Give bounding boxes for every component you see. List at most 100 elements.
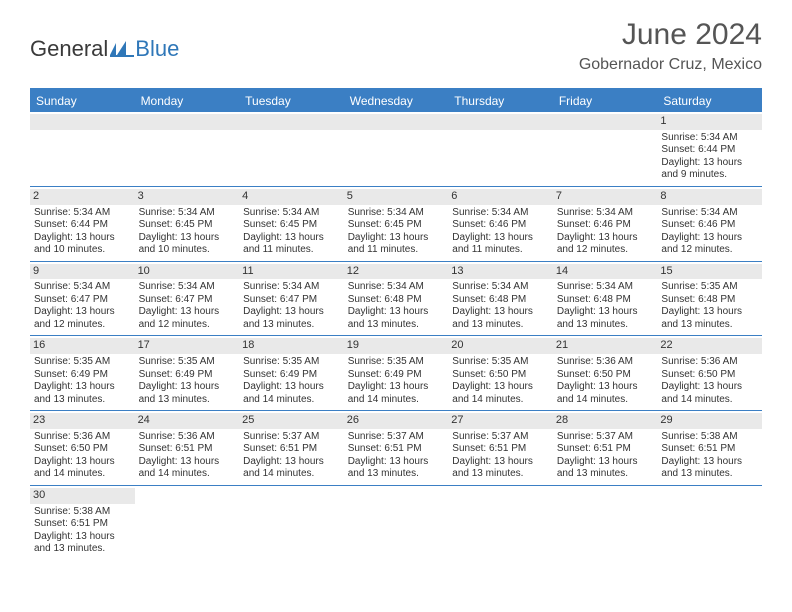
day-cell: 13Sunrise: 5:34 AMSunset: 6:48 PMDayligh… [448, 262, 553, 337]
daylight-line: and 13 minutes. [348, 468, 445, 481]
day-cell: 27Sunrise: 5:37 AMSunset: 6:51 PMDayligh… [448, 411, 553, 486]
daylight-line: and 13 minutes. [557, 319, 654, 332]
day-cell: 12Sunrise: 5:34 AMSunset: 6:48 PMDayligh… [344, 262, 449, 337]
day-number: 13 [448, 264, 553, 280]
day-cell: 1Sunrise: 5:34 AMSunset: 6:44 PMDaylight… [657, 112, 762, 187]
daylight-line: and 11 minutes. [348, 244, 445, 257]
day-cell: 4Sunrise: 5:34 AMSunset: 6:45 PMDaylight… [239, 187, 344, 262]
day-number: 20 [448, 338, 553, 354]
sunset-line: Sunset: 6:50 PM [661, 369, 758, 382]
sunrise-line: Sunrise: 5:35 AM [34, 356, 131, 369]
day-cell [135, 112, 240, 187]
day-number: 4 [239, 189, 344, 205]
daylight-line: Daylight: 13 hours [661, 381, 758, 394]
day-cell: 14Sunrise: 5:34 AMSunset: 6:48 PMDayligh… [553, 262, 658, 337]
sunrise-line: Sunrise: 5:34 AM [452, 281, 549, 294]
day-cell: 5Sunrise: 5:34 AMSunset: 6:45 PMDaylight… [344, 187, 449, 262]
day-header: Wednesday [344, 90, 449, 112]
sunset-line: Sunset: 6:51 PM [661, 443, 758, 456]
sunrise-line: Sunrise: 5:35 AM [348, 356, 445, 369]
weeks-container: 1Sunrise: 5:34 AMSunset: 6:44 PMDaylight… [30, 112, 762, 560]
sunset-line: Sunset: 6:51 PM [139, 443, 236, 456]
day-cell: 18Sunrise: 5:35 AMSunset: 6:49 PMDayligh… [239, 336, 344, 411]
day-header: Tuesday [239, 90, 344, 112]
sunset-line: Sunset: 6:47 PM [243, 294, 340, 307]
sunset-line: Sunset: 6:46 PM [452, 219, 549, 232]
day-number: 19 [344, 338, 449, 354]
sunset-line: Sunset: 6:51 PM [452, 443, 549, 456]
sunrise-line: Sunrise: 5:35 AM [452, 356, 549, 369]
day-cell [30, 112, 135, 187]
daylight-line: Daylight: 13 hours [348, 232, 445, 245]
sunrise-line: Sunrise: 5:34 AM [34, 207, 131, 220]
sunrise-line: Sunrise: 5:37 AM [452, 431, 549, 444]
sunrise-line: Sunrise: 5:34 AM [139, 207, 236, 220]
sunrise-line: Sunrise: 5:36 AM [34, 431, 131, 444]
sunrise-line: Sunrise: 5:34 AM [348, 207, 445, 220]
day-cell [553, 112, 658, 187]
day-cell: 29Sunrise: 5:38 AMSunset: 6:51 PMDayligh… [657, 411, 762, 486]
day-number: 9 [30, 264, 135, 280]
day-number: 10 [135, 264, 240, 280]
day-cell: 21Sunrise: 5:36 AMSunset: 6:50 PMDayligh… [553, 336, 658, 411]
sunset-line: Sunset: 6:50 PM [557, 369, 654, 382]
week-row: 23Sunrise: 5:36 AMSunset: 6:50 PMDayligh… [30, 411, 762, 486]
daylight-line: and 12 minutes. [139, 319, 236, 332]
day-cell: 7Sunrise: 5:34 AMSunset: 6:46 PMDaylight… [553, 187, 658, 262]
day-number: 22 [657, 338, 762, 354]
daylight-line: and 14 minutes. [34, 468, 131, 481]
day-header: Friday [553, 90, 658, 112]
day-header: Thursday [448, 90, 553, 112]
sunset-line: Sunset: 6:47 PM [139, 294, 236, 307]
daylight-line: and 10 minutes. [139, 244, 236, 257]
sunrise-line: Sunrise: 5:34 AM [34, 281, 131, 294]
daylight-line: and 12 minutes. [557, 244, 654, 257]
day-number: 24 [135, 413, 240, 429]
sunrise-line: Sunrise: 5:35 AM [243, 356, 340, 369]
day-cell: 17Sunrise: 5:35 AMSunset: 6:49 PMDayligh… [135, 336, 240, 411]
daylight-line: Daylight: 13 hours [34, 232, 131, 245]
daynum-bar-empty [239, 114, 344, 130]
day-cell: 2Sunrise: 5:34 AMSunset: 6:44 PMDaylight… [30, 187, 135, 262]
day-number: 3 [135, 189, 240, 205]
day-header: Sunday [30, 90, 135, 112]
month-title: June 2024 [579, 18, 762, 52]
day-number: 11 [239, 264, 344, 280]
sunrise-line: Sunrise: 5:37 AM [243, 431, 340, 444]
sunset-line: Sunset: 6:51 PM [34, 518, 131, 531]
day-number: 1 [657, 114, 762, 130]
day-cell: 3Sunrise: 5:34 AMSunset: 6:45 PMDaylight… [135, 187, 240, 262]
sunset-line: Sunset: 6:47 PM [34, 294, 131, 307]
logo-text-2: Blue [135, 36, 179, 62]
sunrise-line: Sunrise: 5:34 AM [661, 207, 758, 220]
day-number: 21 [553, 338, 658, 354]
day-cell: 26Sunrise: 5:37 AMSunset: 6:51 PMDayligh… [344, 411, 449, 486]
day-number: 18 [239, 338, 344, 354]
day-cell [239, 112, 344, 187]
day-number: 27 [448, 413, 553, 429]
daynum-bar-empty [344, 114, 449, 130]
daylight-line: and 13 minutes. [661, 319, 758, 332]
sunset-line: Sunset: 6:45 PM [348, 219, 445, 232]
logo: General Blue [30, 36, 179, 62]
daylight-line: Daylight: 13 hours [139, 381, 236, 394]
header: General Blue June 2024 Gobernador Cruz, … [0, 0, 792, 82]
title-block: June 2024 Gobernador Cruz, Mexico [579, 18, 762, 74]
daylight-line: Daylight: 13 hours [557, 381, 654, 394]
daylight-line: and 12 minutes. [34, 319, 131, 332]
daylight-line: Daylight: 13 hours [348, 456, 445, 469]
day-number: 23 [30, 413, 135, 429]
day-cell: 15Sunrise: 5:35 AMSunset: 6:48 PMDayligh… [657, 262, 762, 337]
week-row: 2Sunrise: 5:34 AMSunset: 6:44 PMDaylight… [30, 187, 762, 262]
daylight-line: and 14 minutes. [139, 468, 236, 481]
daylight-line: Daylight: 13 hours [452, 381, 549, 394]
day-number: 30 [30, 488, 135, 504]
daylight-line: and 10 minutes. [34, 244, 131, 257]
daylight-line: Daylight: 13 hours [243, 456, 340, 469]
day-number: 6 [448, 189, 553, 205]
day-cell: 16Sunrise: 5:35 AMSunset: 6:49 PMDayligh… [30, 336, 135, 411]
sunset-line: Sunset: 6:48 PM [452, 294, 549, 307]
sunset-line: Sunset: 6:48 PM [661, 294, 758, 307]
sunrise-line: Sunrise: 5:36 AM [661, 356, 758, 369]
sunset-line: Sunset: 6:49 PM [243, 369, 340, 382]
